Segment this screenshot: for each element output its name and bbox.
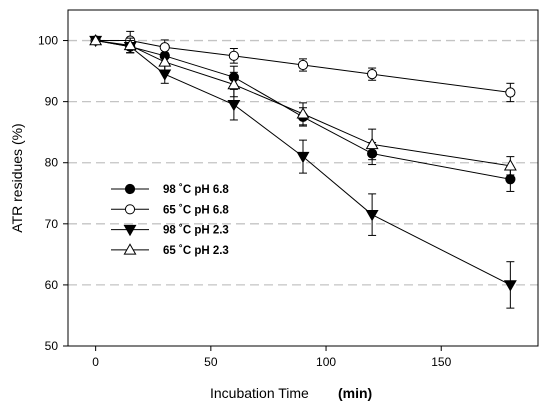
x-axis-title: Incubation Time	[210, 385, 309, 401]
legend-label: 65 ˚C pH 2.3	[163, 245, 229, 257]
axes: 50 60 70 80 90 100 0 50 100 150	[38, 9, 539, 369]
y-tick-label: 90	[45, 95, 59, 109]
data-point	[227, 77, 241, 90]
data-point	[505, 174, 516, 185]
y-tick-label: 60	[45, 278, 59, 292]
data-point	[159, 42, 170, 53]
y-axis-title: ATR residues (%)	[9, 123, 25, 232]
data-point	[365, 209, 379, 222]
legend-marker	[123, 224, 137, 237]
legend-label: 65 ˚C pH 6.8	[163, 204, 229, 216]
y-tick-label: 70	[45, 217, 59, 231]
data-point	[296, 107, 310, 119]
legend-entry-2: 65 ˚C pH 6.8	[111, 204, 229, 216]
gridlines	[68, 39, 538, 286]
data-point	[296, 151, 310, 164]
legend-marker	[124, 183, 136, 195]
data-point	[503, 280, 517, 292]
data-point	[297, 59, 309, 71]
data-point	[505, 87, 516, 98]
x-tick-label: 50	[204, 355, 218, 369]
legend-marker	[123, 243, 137, 255]
data-point	[367, 69, 378, 80]
y-tick-label: 50	[45, 339, 59, 353]
legend-entry-1: 98 ˚C pH 6.8	[111, 183, 229, 196]
series-4	[89, 33, 517, 176]
legend-marker	[124, 204, 136, 215]
series-3	[89, 35, 517, 309]
x-axis-unit: (min)	[338, 385, 372, 401]
series-layer	[89, 30, 517, 309]
data-point	[227, 99, 241, 112]
y-tick-label: 80	[45, 156, 59, 170]
x-tick-label: 0	[92, 355, 99, 369]
x-tick-label: 100	[316, 355, 336, 369]
legend-label: 98 ˚C pH 6.8	[163, 184, 229, 196]
data-point	[158, 55, 172, 67]
legend-entry-4: 65 ˚C pH 2.3	[111, 243, 229, 257]
plot-frame	[67, 9, 539, 347]
legend-entry-3: 98 ˚C pH 2.3	[111, 225, 229, 237]
x-tick-label: 150	[431, 355, 451, 369]
data-point	[228, 50, 239, 61]
legend-label: 98 ˚C pH 2.3	[163, 225, 229, 237]
y-tick-label: 100	[38, 34, 58, 48]
data-point	[123, 38, 137, 51]
legend: 98 ˚C pH 6.8 65 ˚C pH 6.8 98 ˚C pH 2.3 65 ˚…	[111, 183, 229, 257]
data-point	[89, 33, 103, 46]
data-point	[365, 137, 379, 150]
data-point	[503, 159, 517, 171]
